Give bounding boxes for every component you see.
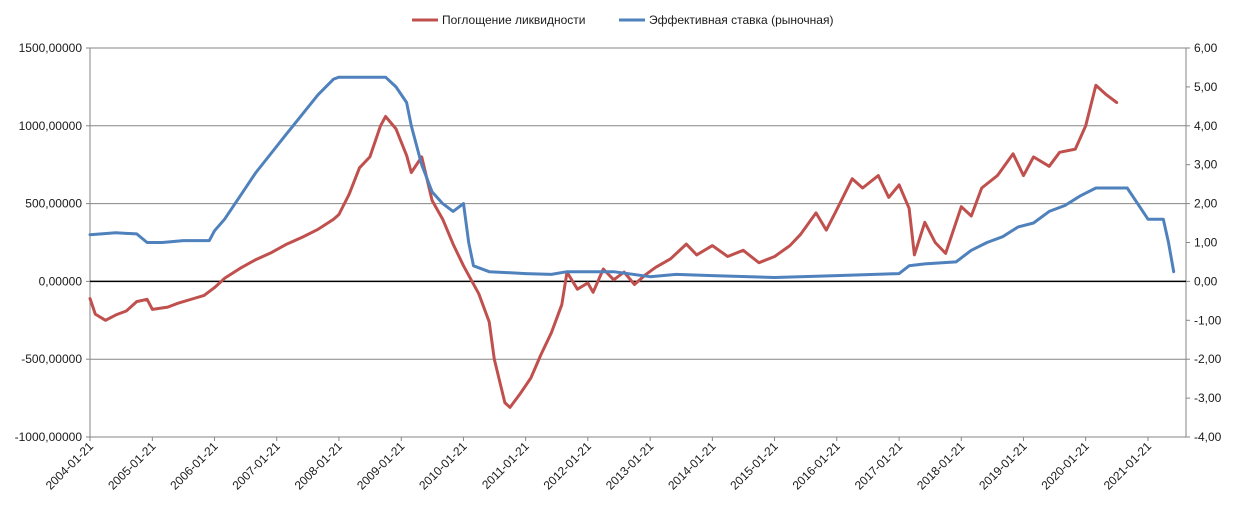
chart-gridlines xyxy=(90,47,1186,438)
right-tick-label-7: -1,00 xyxy=(1194,313,1222,327)
x-tick-label-16: 2020-01-21 xyxy=(1038,439,1092,493)
x-tick-label-11: 2015-01-21 xyxy=(727,439,781,493)
x-tick-label-3: 2007-01-21 xyxy=(230,439,284,493)
left-tick-label-1: 1000,00000 xyxy=(19,119,83,133)
x-tick-label-2: 2006-01-21 xyxy=(167,439,221,493)
left-tick-label-5: -1000,00000 xyxy=(15,430,83,444)
right-tick-label-5: 1,00 xyxy=(1194,236,1218,250)
right-axis-ticks: 6,00 5,00 4,00 3,00 2,00 1,00 0,00 -1,00 -2,00 -3… xyxy=(1186,41,1222,444)
right-tick-label-3: 3,00 xyxy=(1194,158,1218,172)
x-tick-label-10: 2014-01-21 xyxy=(665,439,719,493)
x-tick-label-15: 2019-01-21 xyxy=(976,439,1030,493)
series-line-0 xyxy=(88,83,1119,409)
left-tick-label-2: 500,00000 xyxy=(25,197,82,211)
x-tick-label-6: 2010-01-21 xyxy=(416,439,470,493)
right-tick-label-8: -2,00 xyxy=(1194,352,1222,366)
right-tick-label-9: -3,00 xyxy=(1194,391,1222,405)
x-tick-label-1: 2005-01-21 xyxy=(105,439,159,493)
right-tick-label-0: 6,00 xyxy=(1194,41,1218,55)
x-tick-label-12: 2016-01-21 xyxy=(790,439,844,493)
left-axis-ticks: 1500,00000 1000,00000 500,00000 0,00000 -500… xyxy=(15,41,90,444)
right-tick-label-10: -4,00 xyxy=(1194,430,1222,444)
right-tick-label-2: 4,00 xyxy=(1194,119,1218,133)
right-tick-label-1: 5,00 xyxy=(1194,80,1218,94)
right-tick-label-4: 2,00 xyxy=(1194,197,1218,211)
right-tick-label-6: 0,00 xyxy=(1194,274,1218,288)
x-tick-label-8: 2012-01-21 xyxy=(541,439,595,493)
chart-legend: Поглощение ликвидности Эффективная ставка… xyxy=(412,13,833,27)
x-tick-label-13: 2017-01-21 xyxy=(852,439,906,493)
series-line-1 xyxy=(88,75,1176,279)
legend-label-0: Поглощение ликвидности xyxy=(442,13,586,27)
legend-label-1: Эффективная ставка (рыночная) xyxy=(649,13,833,27)
x-tick-label-7: 2011-01-21 xyxy=(479,439,532,492)
left-tick-label-3: 0,00000 xyxy=(39,274,83,288)
x-axis-ticks: 2004-01-21 2005-01-21 2006-01-21 2007-01-21… xyxy=(43,437,1155,493)
x-tick-label-0: 2004-01-21 xyxy=(43,439,97,493)
x-tick-label-14: 2018-01-21 xyxy=(914,439,968,493)
chart-series-group xyxy=(88,75,1176,409)
left-tick-label-0: 1500,00000 xyxy=(19,41,83,55)
left-tick-label-4: -500,00000 xyxy=(21,352,82,366)
x-tick-label-4: 2008-01-21 xyxy=(292,439,346,493)
x-tick-label-17: 2021-01-21 xyxy=(1101,439,1155,493)
x-tick-label-5: 2009-01-21 xyxy=(354,439,408,493)
chart-axes xyxy=(89,48,1187,438)
x-tick-label-9: 2013-01-21 xyxy=(603,439,657,493)
